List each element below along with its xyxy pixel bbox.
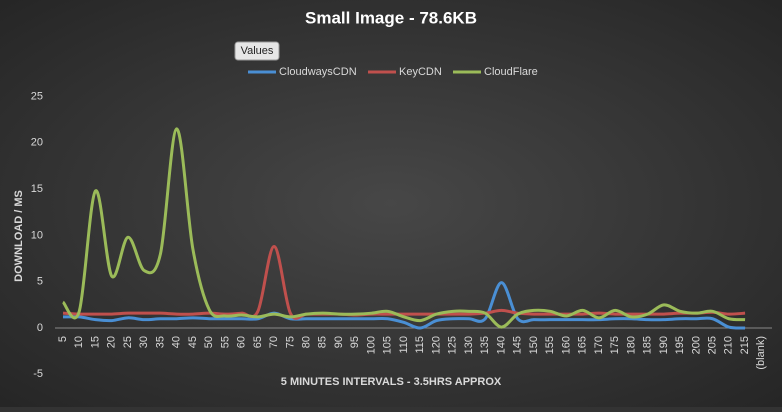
x-tick-label: 150 — [528, 336, 540, 354]
x-tick-label: 40 — [171, 336, 183, 348]
x-tick-label: 10 — [73, 336, 85, 348]
x-tick-label: 60 — [236, 336, 248, 348]
x-tick-label: 100 — [365, 336, 377, 354]
field-button[interactable] — [234, 41, 280, 61]
y-tick-label: 0 — [37, 322, 43, 334]
y-tick-label: -5 — [33, 368, 43, 380]
series-line — [62, 281, 746, 330]
x-tick-label: 165 — [577, 336, 589, 354]
x-axis-title: 5 MINUTES INTERVALS - 3.5HRS APPROX — [281, 376, 502, 388]
x-tick-label: 15 — [89, 336, 101, 348]
x-tick-label: 155 — [544, 336, 556, 354]
y-tick-label: 25 — [31, 90, 43, 102]
series-line — [61, 127, 746, 329]
x-tick-label: 95 — [349, 336, 361, 348]
x-tick-label: 160 — [560, 336, 572, 354]
x-tick-label: 125 — [447, 336, 459, 354]
x-tick-label: 130 — [463, 336, 475, 354]
x-tick-label: 25 — [122, 336, 134, 348]
x-tick-label: 30 — [138, 336, 150, 348]
x-tick-label: 120 — [430, 336, 442, 354]
x-tick-label: 195 — [674, 336, 686, 354]
x-tick-label: 5 — [57, 336, 69, 342]
x-tick-label: 145 — [512, 336, 524, 354]
x-tick-label: 135 — [479, 336, 491, 354]
x-tick-label: 190 — [658, 336, 670, 354]
x-tick-label: 200 — [690, 336, 702, 354]
series-line — [62, 245, 746, 320]
y-axis-title: DOWNLOAD / MS — [13, 190, 25, 282]
x-tick-label: 90 — [333, 336, 345, 348]
x-tick-label: 65 — [252, 336, 264, 348]
x-tick-label: 215 — [739, 336, 751, 354]
x-tick-label: 75 — [284, 336, 296, 348]
field-button-label: Values — [241, 45, 274, 57]
x-tick-label: 35 — [154, 336, 166, 348]
x-tick-label: 55 — [219, 336, 231, 348]
legend-label: CloudFlare — [484, 66, 538, 78]
x-tick-label: 185 — [642, 336, 654, 354]
x-tick-label: 205 — [707, 336, 719, 354]
x-tick-label: 115 — [414, 336, 426, 354]
legend-label: CloudwaysCDN — [279, 66, 357, 78]
x-tick-label: 175 — [609, 336, 621, 354]
x-tick-label: 85 — [317, 336, 329, 348]
x-tick-label: 110 — [398, 336, 410, 354]
legend-label: KeyCDN — [399, 66, 442, 78]
chart-title: Small Image - 78.6KB — [305, 8, 477, 27]
x-tick-label: 20 — [106, 336, 118, 348]
x-tick-label: 105 — [382, 336, 394, 354]
y-tick-label: 20 — [31, 137, 43, 149]
x-tick-label: 180 — [625, 336, 637, 354]
x-tick-label: 70 — [268, 336, 280, 348]
y-tick-label: 10 — [31, 229, 43, 241]
x-tick-label: 140 — [495, 336, 507, 354]
x-tick-label: 80 — [301, 336, 313, 348]
y-tick-label: 5 — [37, 276, 43, 288]
x-tick-label: 170 — [593, 336, 605, 354]
x-tick-label: 210 — [723, 336, 735, 354]
x-tick-label: (blank) — [755, 336, 767, 370]
x-tick-label: 50 — [203, 336, 215, 348]
y-tick-label: 15 — [31, 183, 43, 195]
x-tick-label: 45 — [187, 336, 199, 348]
